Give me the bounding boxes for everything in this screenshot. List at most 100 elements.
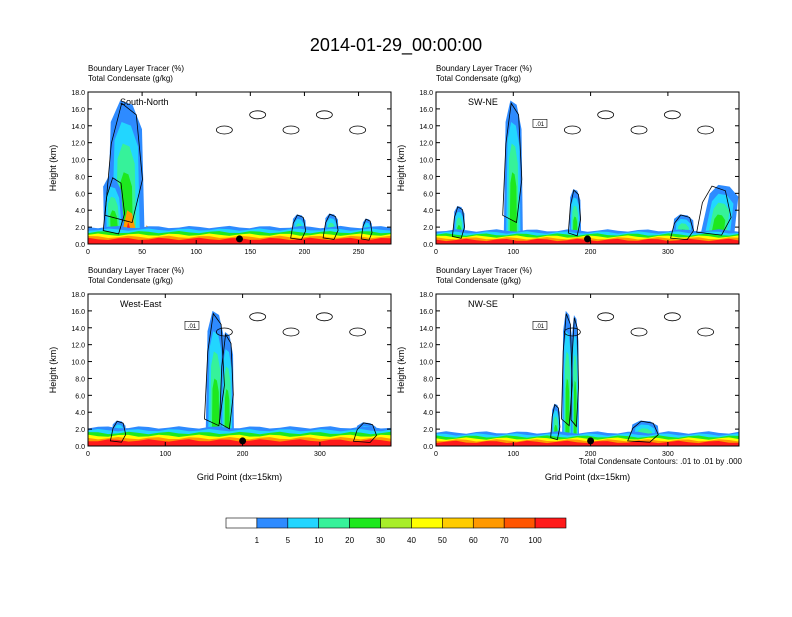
- y-tick-label: 2.0: [423, 225, 433, 232]
- contour-label: .01: [188, 324, 197, 330]
- condensate-contour: [322, 213, 339, 240]
- condensate-contour: [104, 102, 143, 223]
- condensate-contour: [630, 125, 648, 135]
- condensate-contour: [249, 110, 267, 120]
- condensate-contour: [282, 327, 300, 337]
- y-tick-label: 2.0: [75, 427, 85, 434]
- x-axis-label: Grid Point (dx=15km): [545, 472, 630, 482]
- condensate-contour: [349, 125, 367, 135]
- panel-subtitle-condensate: Total Condensate (g/kg): [436, 276, 521, 285]
- y-tick-label: 14.0: [71, 326, 85, 333]
- x-tick-label: 300: [662, 249, 674, 256]
- contour-label-box: [184, 321, 200, 330]
- condensate-contour: [215, 125, 233, 135]
- y-tick-label: 0.0: [75, 444, 85, 451]
- y-tick-label: 6.0: [75, 191, 85, 198]
- y-tick-label: 10.0: [419, 360, 433, 367]
- plot-background: [436, 294, 739, 446]
- contour-label-box: [532, 119, 548, 128]
- panel-sw-ne: 0.0 2.0 4.0 6.0 8.0 10.0 12.0 14.0 16.0 18.0 0 100 2…: [396, 64, 740, 256]
- colorbar-label: 40: [407, 536, 416, 545]
- colorbar-swatch: [411, 517, 443, 529]
- x-tick-label: 100: [159, 451, 171, 458]
- panel-label: SW-NE: [468, 97, 498, 107]
- y-tick-label: 8.0: [423, 174, 433, 181]
- x-tick-label: 0: [86, 249, 90, 256]
- y-tick-label: 0.0: [423, 444, 433, 451]
- contour-footnote: Total Condensate Contours: .01 to .01 by…: [579, 457, 743, 466]
- y-tick-label: 18.0: [419, 292, 433, 299]
- y-tick-label: 8.0: [423, 376, 433, 383]
- y-tick-label: 18.0: [71, 90, 85, 97]
- condensate-contour: [570, 317, 579, 428]
- colorbar-swatch: [503, 517, 536, 529]
- x-tick-label: 150: [244, 249, 256, 256]
- condensate-contour: [663, 312, 681, 322]
- condensate-contour: [663, 110, 681, 120]
- colorbar-label: 1: [255, 536, 260, 545]
- x-tick-label: 0: [434, 249, 438, 256]
- condensate-contour: [697, 125, 715, 135]
- condensate-contour: [315, 312, 333, 322]
- y-tick-label: 0.0: [423, 242, 433, 249]
- colorbar-swatch: [472, 517, 505, 529]
- y-tick-label: 16.0: [419, 107, 433, 114]
- colorbar-swatch: [225, 517, 258, 529]
- condensate-contour: [630, 327, 648, 337]
- y-tick-label: 10.0: [71, 360, 85, 367]
- tracer-plume-layer: [573, 380, 577, 446]
- y-tick-label: 12.0: [419, 141, 433, 148]
- x-tick-label: 200: [585, 249, 597, 256]
- condensate-contour: [561, 313, 573, 427]
- boundary-layer-band: [436, 440, 739, 446]
- colorbar-label: 30: [376, 536, 385, 545]
- panel-subtitle-tracer: Boundary Layer Tracer (%): [436, 64, 532, 73]
- condensate-contour: [696, 185, 732, 236]
- y-tick-label: 14.0: [71, 124, 85, 131]
- colorbar-label: 20: [345, 536, 354, 545]
- y-tick-label: 18.0: [71, 292, 85, 299]
- y-tick-label: 2.0: [423, 427, 433, 434]
- panel-label: West-East: [120, 299, 162, 309]
- y-axis-label: Height (km): [396, 145, 406, 192]
- condensate-contour: [451, 206, 466, 239]
- colorbar-label: 100: [528, 536, 542, 545]
- y-tick-label: 2.0: [75, 225, 85, 232]
- panel-subtitle-condensate: Total Condensate (g/kg): [436, 74, 521, 83]
- tracer-field: [88, 92, 391, 244]
- plot-background: [436, 92, 739, 244]
- x-tick-label: 200: [585, 451, 597, 458]
- x-tick-label: 300: [662, 451, 674, 458]
- y-tick-label: 6.0: [423, 191, 433, 198]
- colorbar-swatch: [256, 517, 289, 529]
- condensate-contour: [102, 177, 126, 235]
- x-tick-label: 200: [237, 451, 249, 458]
- colorbar-label: 60: [469, 536, 478, 545]
- y-tick-label: 12.0: [71, 343, 85, 350]
- y-tick-label: 6.0: [75, 393, 85, 400]
- figure-title: 2014-01-29_00:00:00: [310, 35, 482, 56]
- colorbar-label: 10: [314, 536, 323, 545]
- y-tick-label: 16.0: [419, 309, 433, 316]
- condensate-contour: [349, 327, 367, 337]
- condensate-contour: [670, 214, 694, 241]
- x-tick-label: 250: [353, 249, 365, 256]
- condensate-contour: [109, 420, 127, 443]
- tracer-plume-layer: [565, 378, 570, 446]
- contour-label: .01: [536, 324, 545, 330]
- y-tick-label: 4.0: [423, 410, 433, 417]
- condensate-contour: [249, 312, 267, 322]
- y-tick-label: 4.0: [423, 208, 433, 215]
- x-tick-label: 0: [434, 451, 438, 458]
- x-tick-label: 0: [86, 451, 90, 458]
- y-tick-label: 18.0: [419, 90, 433, 97]
- condensate-contour: [502, 102, 523, 224]
- plot-frame: [87, 293, 392, 447]
- condensate-contour: [563, 327, 581, 337]
- condensate-contour: [315, 110, 333, 120]
- y-tick-label: 16.0: [71, 107, 85, 114]
- condensate-contour: [550, 403, 561, 441]
- y-axis-label: Height (km): [48, 145, 58, 192]
- condensate-contour: [567, 189, 582, 237]
